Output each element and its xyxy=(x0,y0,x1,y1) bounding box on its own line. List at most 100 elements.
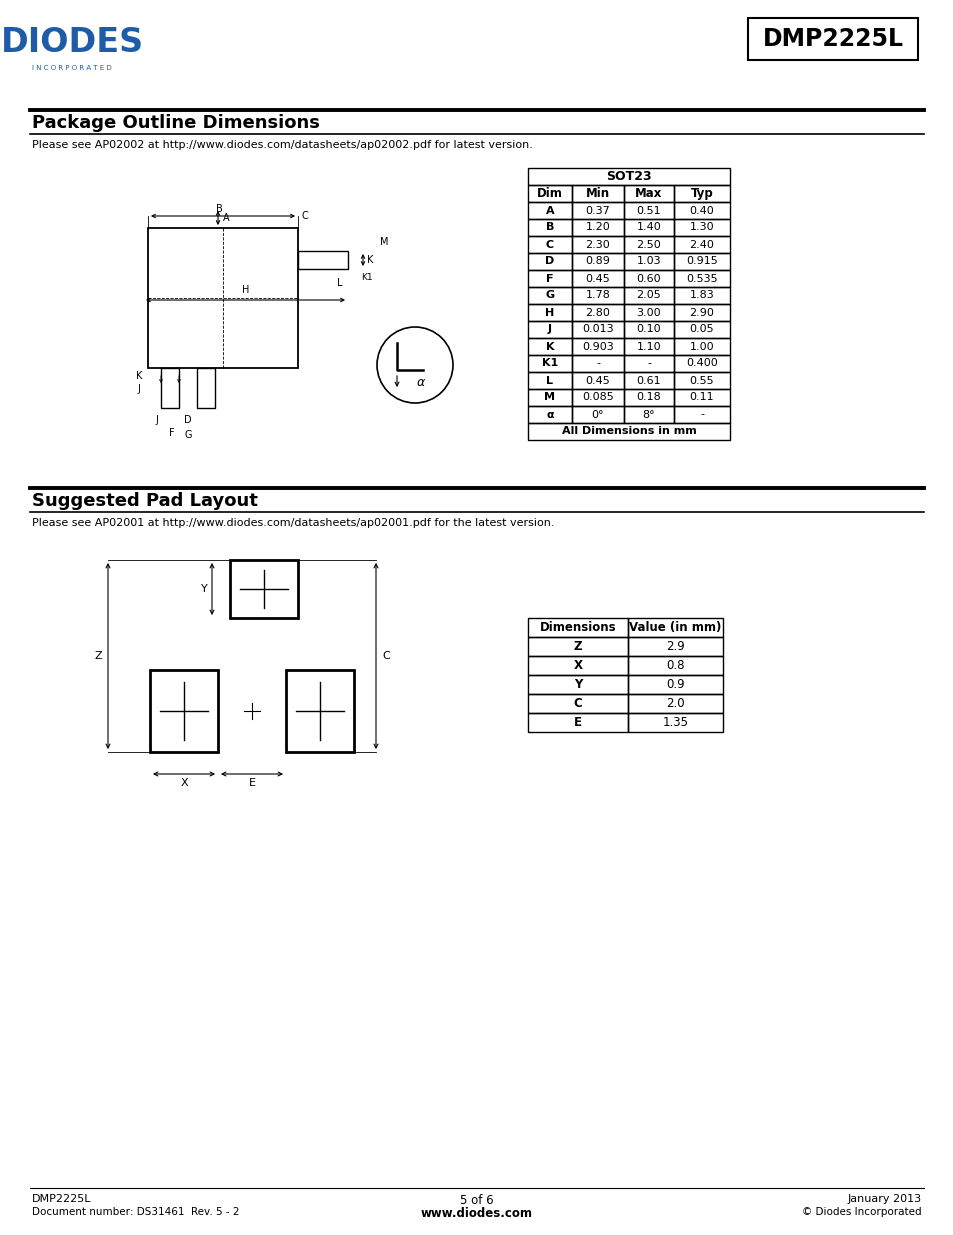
Bar xyxy=(572,321,623,338)
Text: Min: Min xyxy=(585,186,609,200)
Bar xyxy=(572,354,623,372)
Text: 1.40: 1.40 xyxy=(636,222,660,232)
Bar xyxy=(572,253,623,270)
Text: Value (in mm): Value (in mm) xyxy=(629,621,720,634)
Text: 0.51: 0.51 xyxy=(636,205,660,215)
Text: 1.35: 1.35 xyxy=(661,716,688,729)
Text: G: G xyxy=(184,430,192,440)
Bar xyxy=(623,304,673,321)
Text: J: J xyxy=(137,384,140,394)
Bar xyxy=(572,389,623,406)
Text: M: M xyxy=(544,393,555,403)
Text: -: - xyxy=(700,410,703,420)
Text: 1.83: 1.83 xyxy=(689,290,714,300)
Bar xyxy=(572,203,623,219)
Text: Z: Z xyxy=(94,651,102,661)
Bar xyxy=(673,389,729,406)
Bar xyxy=(623,389,673,406)
Text: E: E xyxy=(574,716,581,729)
Bar xyxy=(527,304,572,321)
Text: 0.400: 0.400 xyxy=(685,358,717,368)
Bar xyxy=(527,219,572,236)
Text: C: C xyxy=(302,211,309,221)
Bar xyxy=(627,656,722,676)
Bar xyxy=(161,368,179,408)
Text: I N C O R P O R A T E D: I N C O R P O R A T E D xyxy=(32,65,112,70)
Bar xyxy=(623,219,673,236)
Bar xyxy=(623,372,673,389)
Bar xyxy=(527,637,627,656)
Bar xyxy=(527,321,572,338)
Bar xyxy=(627,637,722,656)
Text: A: A xyxy=(545,205,554,215)
Text: 0.8: 0.8 xyxy=(665,659,684,672)
Bar xyxy=(297,251,348,269)
Text: 5 of 6: 5 of 6 xyxy=(459,1194,494,1207)
Bar xyxy=(673,321,729,338)
Text: J: J xyxy=(547,325,552,335)
Text: Z: Z xyxy=(573,640,581,653)
Text: 1.78: 1.78 xyxy=(585,290,610,300)
Bar xyxy=(623,287,673,304)
Text: B: B xyxy=(545,222,554,232)
Text: 1.30: 1.30 xyxy=(689,222,714,232)
Bar xyxy=(673,270,729,287)
Bar xyxy=(572,236,623,253)
Bar xyxy=(527,676,627,694)
Bar xyxy=(527,389,572,406)
Text: A: A xyxy=(223,212,230,224)
Bar xyxy=(572,372,623,389)
Bar xyxy=(572,270,623,287)
Text: C: C xyxy=(545,240,554,249)
Text: L: L xyxy=(546,375,553,385)
Bar xyxy=(673,236,729,253)
Bar xyxy=(572,219,623,236)
Bar xyxy=(623,236,673,253)
Text: D: D xyxy=(545,257,554,267)
Text: M: M xyxy=(379,237,388,247)
Bar xyxy=(623,406,673,424)
Bar xyxy=(527,406,572,424)
Bar xyxy=(527,656,627,676)
Bar xyxy=(572,338,623,354)
Text: X: X xyxy=(573,659,582,672)
Text: 2.05: 2.05 xyxy=(636,290,660,300)
Bar xyxy=(627,676,722,694)
Text: K: K xyxy=(367,254,373,266)
Text: α: α xyxy=(546,410,554,420)
Text: 0°: 0° xyxy=(591,410,603,420)
Bar xyxy=(673,253,729,270)
Bar xyxy=(572,304,623,321)
Text: 0.05: 0.05 xyxy=(689,325,714,335)
Text: 0.915: 0.915 xyxy=(685,257,717,267)
Bar xyxy=(527,618,627,637)
Bar xyxy=(673,372,729,389)
Bar xyxy=(150,671,218,752)
Bar xyxy=(623,354,673,372)
Text: SOT23: SOT23 xyxy=(605,170,651,183)
Text: G: G xyxy=(545,290,554,300)
Text: 0.085: 0.085 xyxy=(581,393,613,403)
Text: α: α xyxy=(416,377,425,389)
Text: 0.60: 0.60 xyxy=(636,273,660,284)
Text: 0.18: 0.18 xyxy=(636,393,660,403)
Bar xyxy=(673,203,729,219)
Text: 0.11: 0.11 xyxy=(689,393,714,403)
Text: 0.903: 0.903 xyxy=(581,342,613,352)
Text: Suggested Pad Layout: Suggested Pad Layout xyxy=(32,492,257,510)
Text: DIODES: DIODES xyxy=(0,26,143,58)
Text: H: H xyxy=(545,308,554,317)
Text: X: X xyxy=(180,778,188,788)
Text: 2.50: 2.50 xyxy=(636,240,660,249)
Bar xyxy=(673,219,729,236)
Text: C: C xyxy=(573,697,581,710)
Bar xyxy=(747,19,917,61)
Bar xyxy=(148,228,297,368)
Text: -: - xyxy=(596,358,599,368)
Text: 0.89: 0.89 xyxy=(585,257,610,267)
Text: 0.45: 0.45 xyxy=(585,375,610,385)
Bar xyxy=(572,287,623,304)
Text: 0.10: 0.10 xyxy=(636,325,660,335)
Bar xyxy=(527,236,572,253)
Text: © Diodes Incorporated: © Diodes Incorporated xyxy=(801,1207,921,1216)
